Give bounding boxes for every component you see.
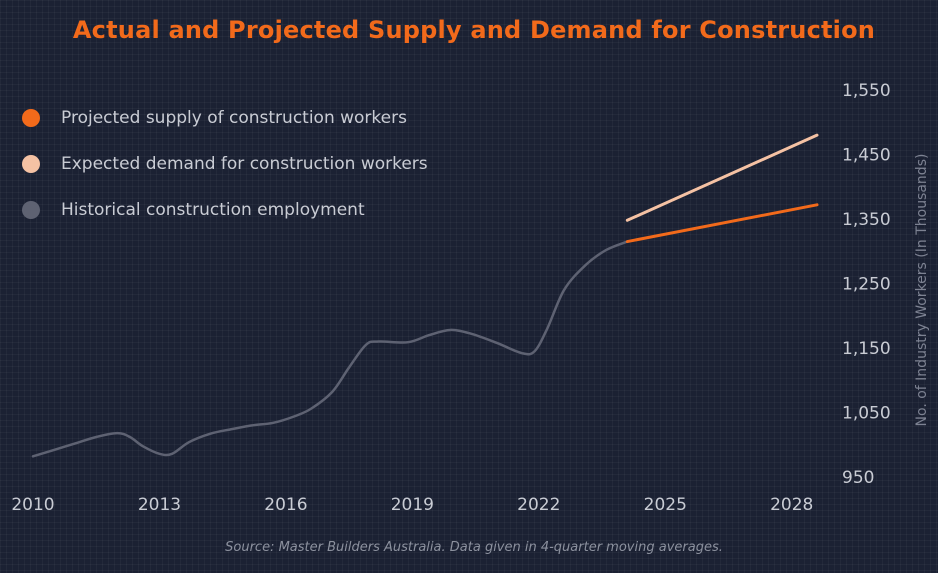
demand-line (625, 133, 819, 222)
y-axis-label: No. of Industry Workers (In Thousands) (914, 153, 930, 427)
source-note: Source: Master Builders Australia. Data … (225, 540, 723, 555)
legend-swatch-supply (22, 109, 40, 127)
chart-title: Actual and Projected Supply and Demand f… (72, 16, 876, 44)
x-tick-label: 2016 (264, 495, 307, 515)
legend-swatch-demand (22, 155, 40, 173)
legend-item-historical: Historical construction employment (22, 198, 428, 222)
legend-label-historical: Historical construction employment (61, 200, 365, 220)
legend-label-demand: Expected demand for construction workers (61, 154, 428, 174)
x-tick-label: 2010 (11, 495, 54, 515)
legend-label-supply: Projected supply of construction workers (61, 108, 407, 128)
y-tick-label: 1,150 (842, 339, 891, 359)
legend-swatch-historical (22, 201, 40, 219)
historical-line (31, 240, 629, 458)
x-tick-label: 2025 (644, 495, 687, 515)
y-tick-label: 1,050 (842, 404, 891, 424)
x-tick-label: 2028 (770, 495, 813, 515)
y-tick-label: 1,450 (842, 146, 891, 166)
supply-line (625, 203, 819, 244)
y-tick-label: 1,550 (842, 81, 891, 101)
y-tick-label: 1,350 (842, 210, 891, 230)
x-tick-label: 2013 (138, 495, 181, 515)
y-tick-label: 1,250 (842, 275, 891, 295)
legend-item-supply: Projected supply of construction workers (22, 106, 428, 130)
legend-item-demand: Expected demand for construction workers (22, 152, 428, 176)
x-tick-label: 2022 (517, 495, 560, 515)
x-tick-label: 2019 (391, 495, 434, 515)
legend: Projected supply of construction workers… (22, 106, 428, 244)
y-tick-label: 950 (842, 468, 874, 488)
